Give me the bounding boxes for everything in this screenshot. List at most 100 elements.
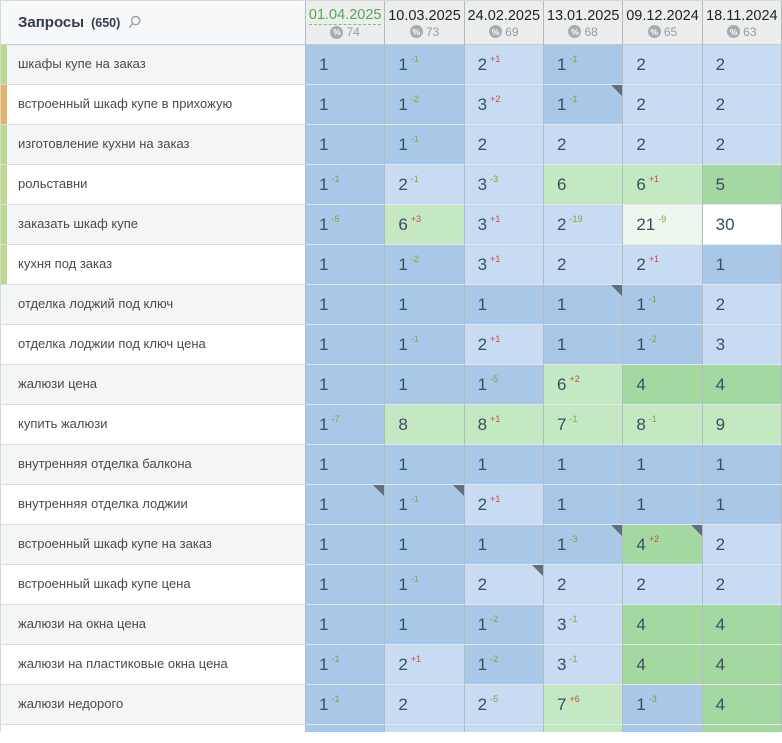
position-cell[interactable]: 1 -1 <box>385 565 465 605</box>
keyword-cell[interactable]: шкафы купе на заказ <box>1 45 306 85</box>
position-cell[interactable]: 1 -3 <box>544 525 624 565</box>
position-cell[interactable]: 6 <box>544 165 624 205</box>
position-cell[interactable]: 2 +1 <box>464 325 544 365</box>
position-cell[interactable]: 1 -1 <box>544 85 624 125</box>
keyword-cell[interactable]: заказать шкаф купе <box>1 205 306 245</box>
position-cell[interactable]: 4 <box>702 365 782 405</box>
position-cell[interactable]: 1 -2 <box>385 245 465 285</box>
date-link[interactable]: 13.01.2025 <box>546 7 620 24</box>
keyword-cell[interactable]: встроенный шкаф купе цена <box>1 565 306 605</box>
position-cell[interactable]: 6 +1 <box>623 165 703 205</box>
percent-icon[interactable]: % <box>568 25 582 39</box>
position-cell[interactable]: 1 <box>702 245 782 285</box>
position-cell[interactable]: 8 <box>385 405 465 445</box>
position-cell[interactable]: 1 <box>544 485 624 525</box>
position-cell[interactable]: 1 -2 <box>464 605 544 645</box>
position-cell[interactable]: 1 <box>306 245 386 285</box>
keyword-cell[interactable]: рольставни <box>1 165 306 205</box>
position-cell[interactable]: 2 <box>623 45 703 85</box>
position-cell[interactable]: 2 <box>702 125 782 165</box>
position-cell[interactable]: 1 <box>385 365 465 405</box>
keyword-cell[interactable]: встроенный шкаф купе на заказ <box>1 525 306 565</box>
position-cell[interactable]: 2 +1 <box>385 645 465 685</box>
position-cell[interactable]: 1 -1 <box>306 165 386 205</box>
position-cell[interactable]: 1 <box>306 445 386 485</box>
position-cell[interactable]: 2 <box>702 565 782 605</box>
position-cell[interactable]: 6 +3 <box>385 205 465 245</box>
position-cell[interactable]: 2 -19 <box>544 205 624 245</box>
position-cell[interactable]: 1 <box>306 325 386 365</box>
keyword-cell[interactable]: жалюзи цена <box>1 365 306 405</box>
keyword-cell[interactable]: встроенный шкаф купе в прихожую <box>1 85 306 125</box>
position-cell[interactable]: 7 -1 <box>544 405 624 445</box>
position-cell[interactable]: 1 <box>306 525 386 565</box>
date-link[interactable]: 18.11.2024 <box>706 7 778 24</box>
position-cell[interactable]: 1 <box>385 445 465 485</box>
keyword-cell[interactable]: жалюзи недорого <box>1 685 306 725</box>
position-cell[interactable]: 1 <box>464 525 544 565</box>
position-cell[interactable]: 1 <box>306 365 386 405</box>
position-cell[interactable]: 2 +1 <box>623 245 703 285</box>
position-cell[interactable]: 2 <box>544 565 624 605</box>
search-icon[interactable] <box>127 15 142 30</box>
position-cell[interactable]: 1 <box>623 445 703 485</box>
position-cell[interactable]: 3 -1 <box>544 645 624 685</box>
position-cell[interactable]: 1 -1 <box>385 125 465 165</box>
position-cell[interactable]: 1 <box>306 125 386 165</box>
position-cell[interactable]: 1 <box>306 285 386 325</box>
position-cell[interactable]: 4 <box>702 645 782 685</box>
position-cell[interactable]: 4 <box>623 605 703 645</box>
position-cell[interactable]: 1 <box>464 285 544 325</box>
position-cell[interactable]: 1 <box>544 285 624 325</box>
date-link[interactable]: 10.03.2025 <box>388 7 461 24</box>
position-cell[interactable]: 1 <box>306 565 386 605</box>
position-cell[interactable]: 1 <box>702 485 782 525</box>
position-cell[interactable]: 2 +1 <box>464 485 544 525</box>
position-cell[interactable]: 2 -5 <box>464 685 544 725</box>
position-cell[interactable]: 2 +1 <box>464 45 544 85</box>
position-cell[interactable]: 1 <box>306 85 386 125</box>
percent-icon[interactable]: % <box>330 25 344 39</box>
position-cell[interactable]: 2 <box>623 125 703 165</box>
keyword-cell[interactable]: внутренняя отделка лоджии <box>1 485 306 525</box>
keyword-cell[interactable]: купить жалюзи <box>1 405 306 445</box>
position-cell[interactable]: 4 <box>623 645 703 685</box>
keyword-cell[interactable]: отделка лоджий под ключ <box>1 285 306 325</box>
position-cell[interactable]: 1 -5 <box>306 205 386 245</box>
percent-icon[interactable]: % <box>727 25 741 39</box>
position-cell[interactable]: 4 <box>702 685 782 725</box>
position-cell[interactable]: 2 <box>385 685 465 725</box>
date-link[interactable]: 09.12.2024 <box>626 7 699 24</box>
percent-icon[interactable]: % <box>409 25 423 39</box>
position-cell[interactable]: 1 -2 <box>623 325 703 365</box>
position-cell[interactable]: 5 <box>702 165 782 205</box>
position-cell[interactable]: 1 <box>306 485 386 525</box>
position-cell[interactable]: 1 -1 <box>306 645 386 685</box>
position-cell[interactable]: 1 <box>306 605 386 645</box>
percent-icon[interactable]: % <box>489 25 503 39</box>
position-cell[interactable]: 2 <box>544 125 624 165</box>
position-cell[interactable]: 6 +2 <box>544 365 624 405</box>
position-cell[interactable]: 3 <box>702 325 782 365</box>
position-cell[interactable]: 1 -5 <box>464 365 544 405</box>
position-cell[interactable]: 7 +6 <box>544 685 624 725</box>
date-link[interactable]: 01.04.2025 <box>308 7 382 25</box>
position-cell[interactable]: 1 -2 <box>385 85 465 125</box>
position-cell[interactable]: 1 <box>623 485 703 525</box>
position-cell[interactable]: 1 -1 <box>385 45 465 85</box>
position-cell[interactable]: 1 <box>306 45 386 85</box>
position-cell[interactable]: 1 -3 <box>623 685 703 725</box>
keyword-cell[interactable]: жалюзи на пластиковые окна цена <box>1 645 306 685</box>
position-cell[interactable]: 2 -1 <box>385 165 465 205</box>
position-cell[interactable]: 2 <box>464 125 544 165</box>
position-cell[interactable]: 2 <box>623 85 703 125</box>
position-cell[interactable]: 3 +2 <box>464 85 544 125</box>
position-cell[interactable]: 2 <box>544 245 624 285</box>
percent-icon[interactable]: % <box>647 25 661 39</box>
position-cell[interactable]: 2 <box>702 85 782 125</box>
position-cell[interactable]: 8 -1 <box>623 405 703 445</box>
position-cell[interactable]: 1 -2 <box>464 645 544 685</box>
keyword-cell[interactable]: жалюзи на окна цена <box>1 605 306 645</box>
position-cell[interactable]: 1 -1 <box>385 485 465 525</box>
position-cell[interactable]: 1 <box>702 445 782 485</box>
